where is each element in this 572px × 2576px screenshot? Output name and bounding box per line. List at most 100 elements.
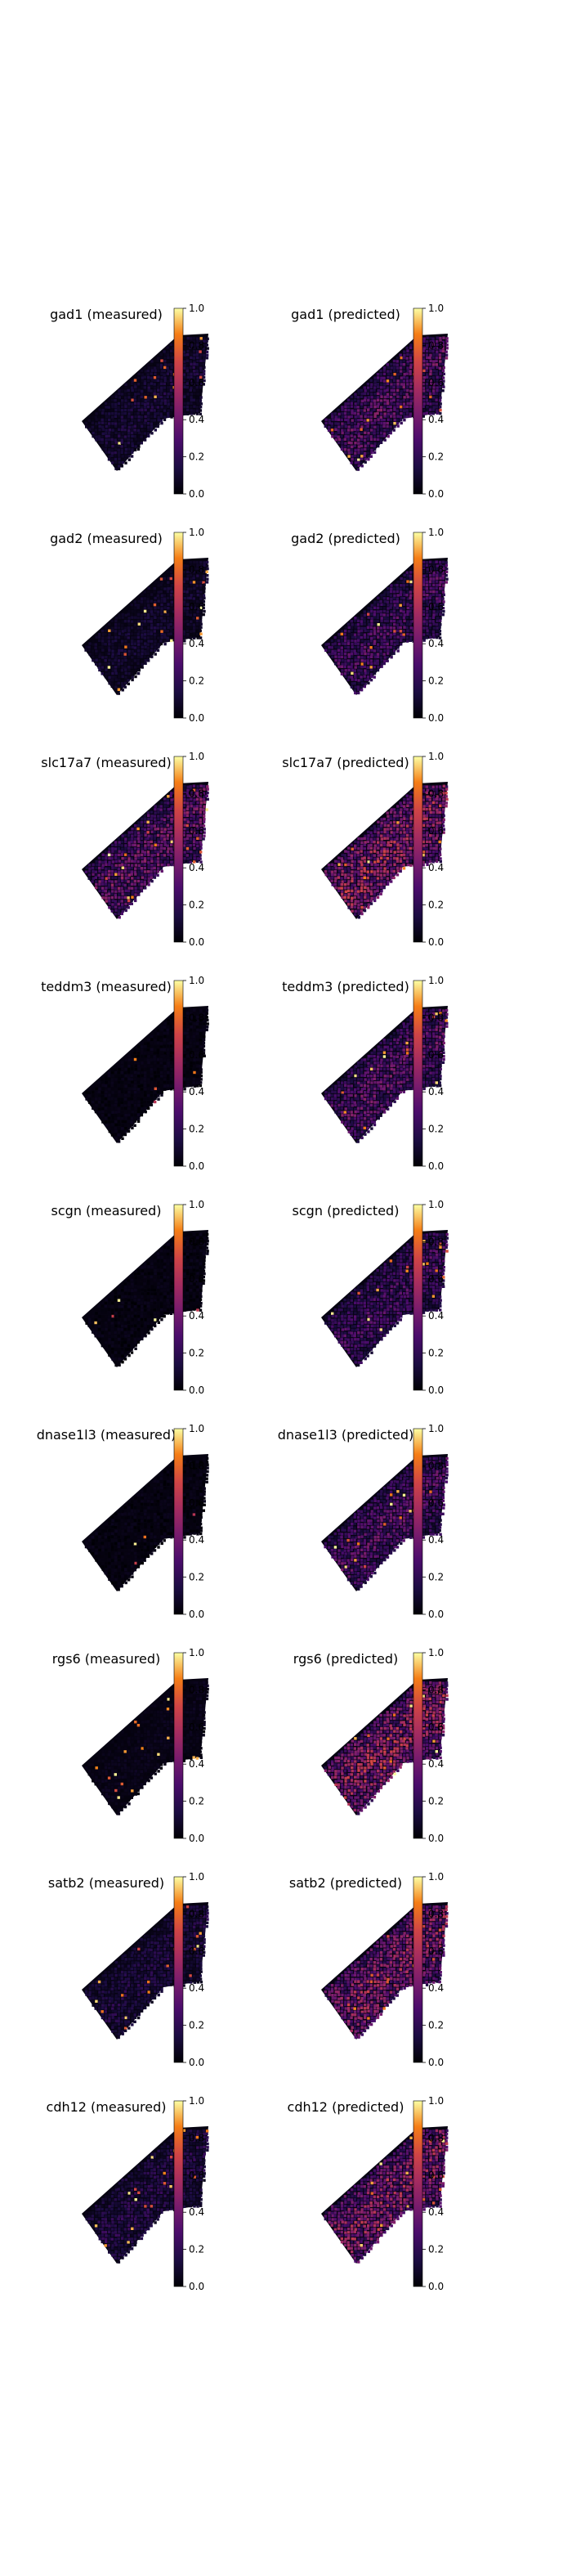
spot xyxy=(190,1016,193,1019)
spot xyxy=(108,448,111,451)
spot xyxy=(124,902,127,906)
spot xyxy=(354,870,357,873)
spot xyxy=(400,808,403,811)
spot xyxy=(357,626,360,630)
spot xyxy=(170,856,173,859)
spot xyxy=(386,850,389,853)
spot xyxy=(185,801,190,805)
spot xyxy=(147,828,150,831)
spot xyxy=(392,817,396,821)
spot xyxy=(422,630,426,633)
spot xyxy=(170,600,173,604)
spot xyxy=(376,613,380,617)
spot xyxy=(428,408,432,411)
spot xyxy=(399,379,403,383)
spot xyxy=(405,808,409,811)
spot xyxy=(170,820,173,824)
spot xyxy=(202,574,206,577)
spot xyxy=(170,811,173,815)
spot xyxy=(127,653,131,656)
spot xyxy=(380,630,383,633)
spot xyxy=(94,429,97,432)
colorbar: 0.00.20.40.60.81.0 xyxy=(413,751,444,948)
spot xyxy=(163,1029,167,1032)
spot xyxy=(167,827,170,831)
spot xyxy=(438,347,441,350)
spot xyxy=(160,824,163,828)
spot xyxy=(428,860,432,864)
spot xyxy=(140,867,144,870)
spot xyxy=(395,376,400,379)
spot xyxy=(157,821,160,824)
spot xyxy=(360,455,364,458)
spot xyxy=(117,451,120,455)
spot xyxy=(431,337,435,340)
spot xyxy=(425,396,428,399)
spot xyxy=(114,393,118,396)
spot xyxy=(199,373,203,376)
spot xyxy=(402,844,406,847)
spot xyxy=(376,863,380,867)
spot xyxy=(390,600,393,604)
spot xyxy=(124,873,127,877)
spot xyxy=(110,886,114,890)
spot xyxy=(169,577,172,581)
spot xyxy=(189,1044,192,1048)
spot xyxy=(396,864,400,867)
spot xyxy=(369,873,373,877)
spot xyxy=(366,626,370,629)
spot xyxy=(422,833,426,837)
colorbar-tick-label: 0.0 xyxy=(189,488,204,500)
spot xyxy=(324,643,328,646)
spot xyxy=(186,347,190,350)
spot xyxy=(431,349,435,353)
spot xyxy=(118,648,121,653)
spot xyxy=(428,564,432,568)
spot xyxy=(426,568,429,571)
spot xyxy=(380,843,383,847)
spot xyxy=(199,353,203,357)
spot xyxy=(196,571,199,574)
spot xyxy=(389,370,392,373)
spot xyxy=(403,593,406,596)
spot xyxy=(350,892,354,895)
spot xyxy=(118,882,121,886)
spot xyxy=(105,424,108,429)
spot xyxy=(432,606,436,609)
spot xyxy=(364,671,367,675)
spot xyxy=(117,853,121,857)
spot xyxy=(386,837,390,840)
spot xyxy=(203,366,206,369)
spot xyxy=(84,870,88,873)
spot xyxy=(144,837,147,841)
spot xyxy=(150,643,154,646)
spot xyxy=(111,890,114,893)
spot xyxy=(360,656,364,659)
spot xyxy=(367,632,370,636)
spot xyxy=(136,876,140,879)
spot xyxy=(156,857,160,860)
spot xyxy=(205,564,209,568)
spot xyxy=(101,658,105,662)
spot xyxy=(182,336,186,340)
spot xyxy=(189,807,193,811)
spot xyxy=(390,399,393,402)
spot xyxy=(328,869,331,873)
spot xyxy=(156,633,159,636)
spot xyxy=(354,844,357,847)
spot xyxy=(185,617,189,620)
spot xyxy=(105,870,108,873)
spot xyxy=(360,428,363,431)
spot xyxy=(163,854,167,857)
colorbar-tick-label: 0.6 xyxy=(189,377,204,388)
spot xyxy=(382,418,386,422)
spot xyxy=(347,445,351,448)
spot xyxy=(432,360,436,363)
spot xyxy=(353,860,356,864)
spot xyxy=(357,909,360,913)
spot xyxy=(341,431,344,435)
spot xyxy=(370,867,373,870)
spot xyxy=(192,623,195,626)
spot xyxy=(121,613,124,617)
spot xyxy=(123,656,127,659)
